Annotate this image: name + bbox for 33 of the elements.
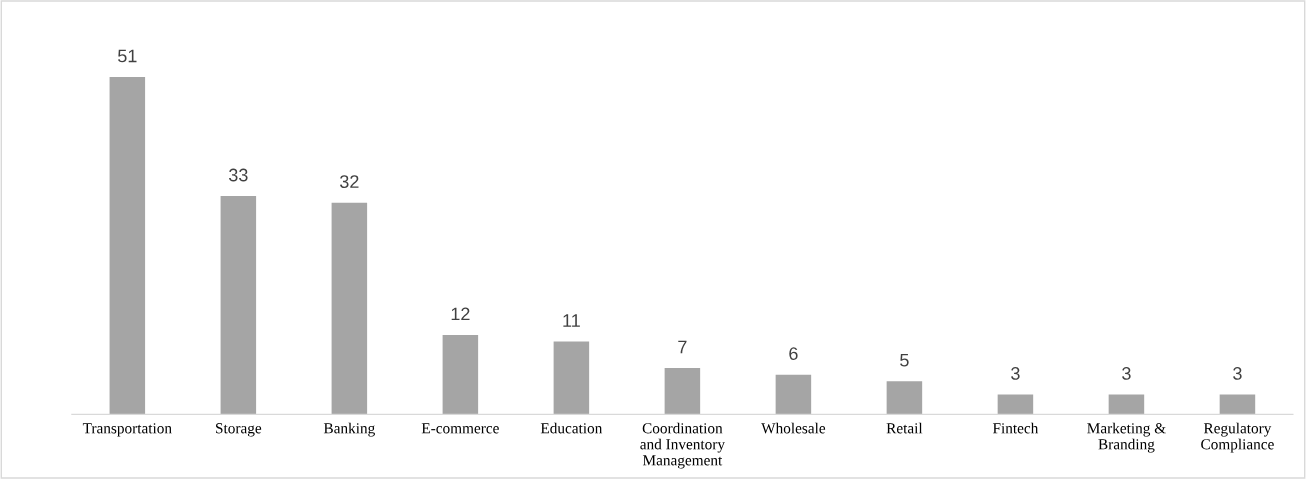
data-label: 6: [789, 347, 798, 360]
x-tick-label: Coordination and Inventory Management: [640, 422, 725, 469]
data-label: 3: [1233, 367, 1242, 380]
data-label: 5: [900, 353, 909, 367]
data-label: 51: [118, 49, 137, 63]
data-label: 33: [228, 168, 248, 182]
bar: [1108, 394, 1145, 415]
x-tick-label: Transportation: [82, 423, 172, 437]
data-label: 3: [1122, 367, 1131, 380]
x-tick-label: Wholesale: [761, 422, 826, 434]
x-tick-label: E-commerce: [421, 423, 499, 434]
bar: [220, 196, 257, 415]
x-tick-label: Regulatory Compliance: [1201, 422, 1274, 453]
x-tick-label: Marketing & Branding: [1087, 422, 1166, 453]
bar: [775, 374, 812, 415]
bar: [442, 334, 479, 415]
bar: [1219, 394, 1256, 415]
x-tick-label: Storage: [216, 423, 262, 437]
data-label: 32: [340, 175, 359, 189]
data-label: 11: [563, 314, 580, 327]
data-label: 7: [678, 340, 687, 354]
bar: [331, 202, 368, 415]
data-label: 12: [451, 307, 470, 321]
x-tick-label: Fintech: [992, 422, 1039, 434]
data-label: 3: [1011, 367, 1020, 380]
bar: [664, 368, 701, 415]
bar: [997, 394, 1034, 415]
x-tick-label: Banking: [323, 422, 375, 437]
bar: [109, 77, 146, 415]
x-tick-label: Education: [540, 422, 603, 434]
x-tick-label: Retail: [886, 422, 923, 434]
bar: [886, 381, 923, 415]
bar: [553, 341, 590, 415]
